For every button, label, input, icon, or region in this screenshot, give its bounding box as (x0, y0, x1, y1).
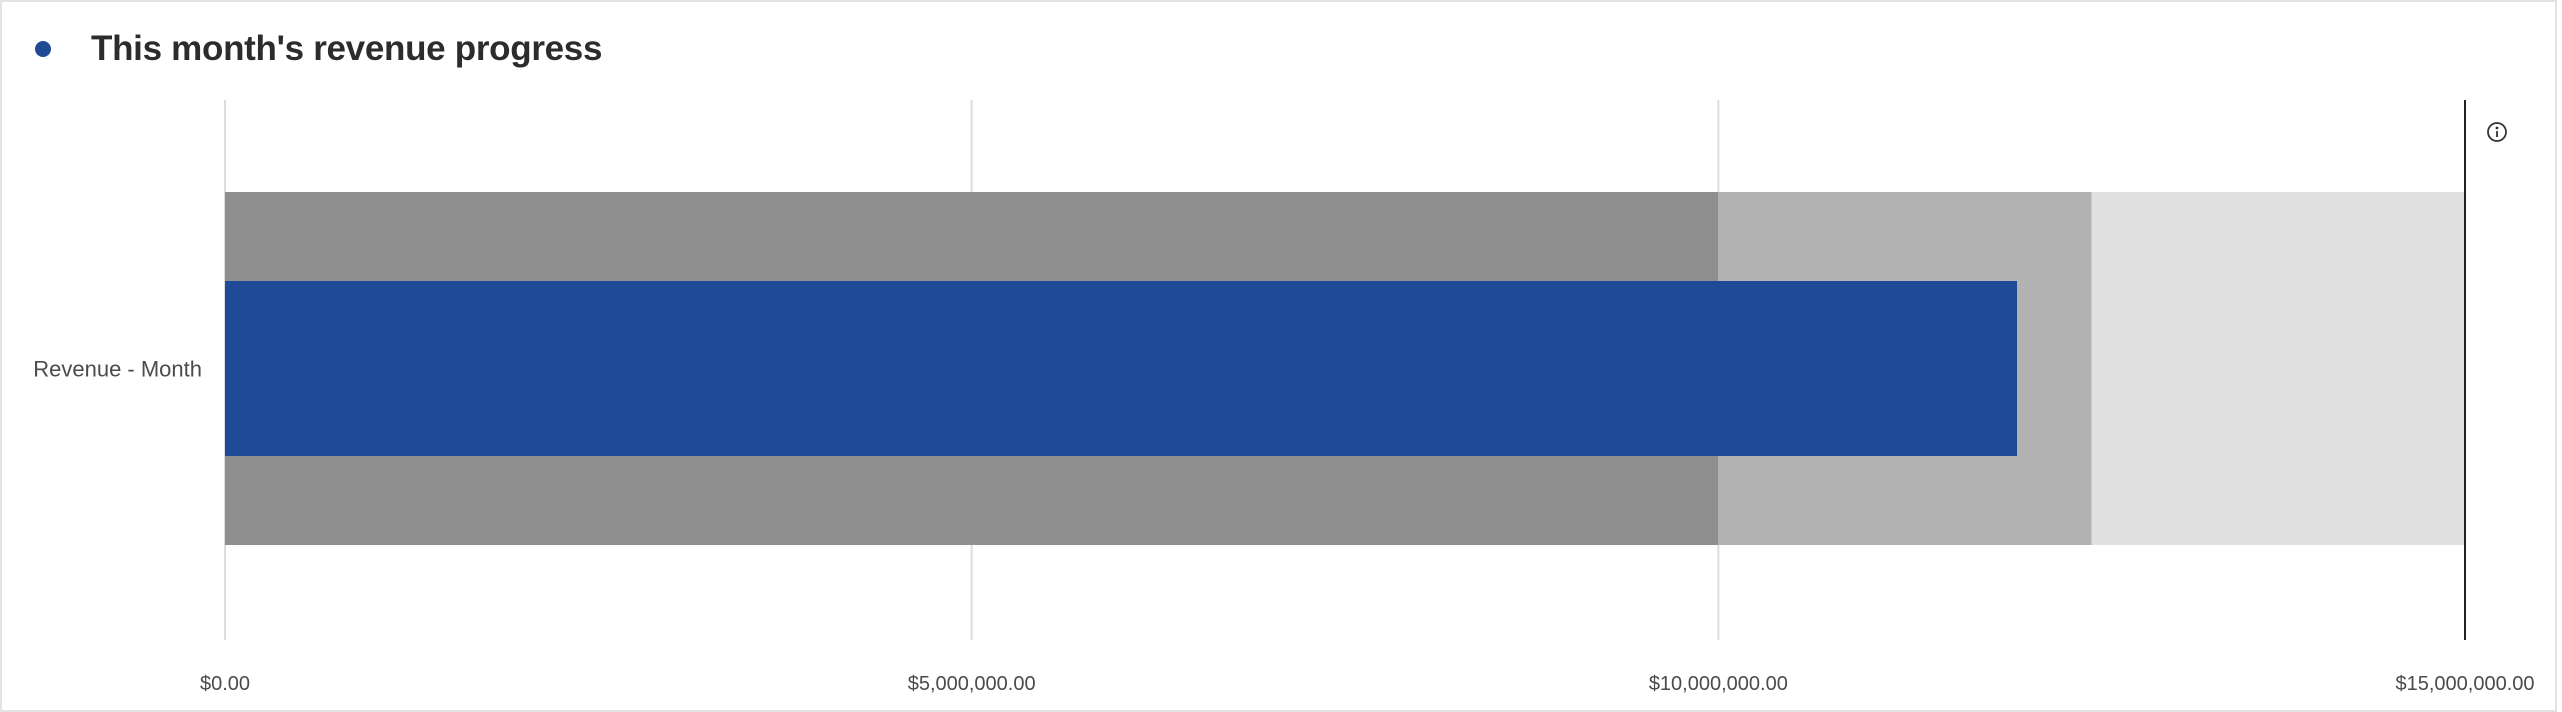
qualitative-range-3 (2091, 192, 2465, 545)
x-tick-label: $15,000,000.00 (2395, 673, 2534, 695)
label-layer: Revenue - Month $0.00 $5,000,000.00 $10,000… (33, 357, 2534, 696)
status-dot (35, 41, 51, 57)
x-tick-label: $10,000,000.00 (1649, 673, 1788, 695)
info-icon[interactable] (2487, 122, 2507, 142)
value-bar (225, 281, 2017, 456)
category-label: Revenue - Month (33, 357, 202, 382)
chart-header: This month's revenue progress (35, 24, 602, 74)
x-tick-label: $5,000,000.00 (908, 673, 1036, 695)
bar-layer (225, 281, 2017, 456)
x-tick-label: $0.00 (200, 673, 250, 695)
icon-layer (2487, 122, 2507, 142)
chart-title: This month's revenue progress (91, 29, 603, 68)
